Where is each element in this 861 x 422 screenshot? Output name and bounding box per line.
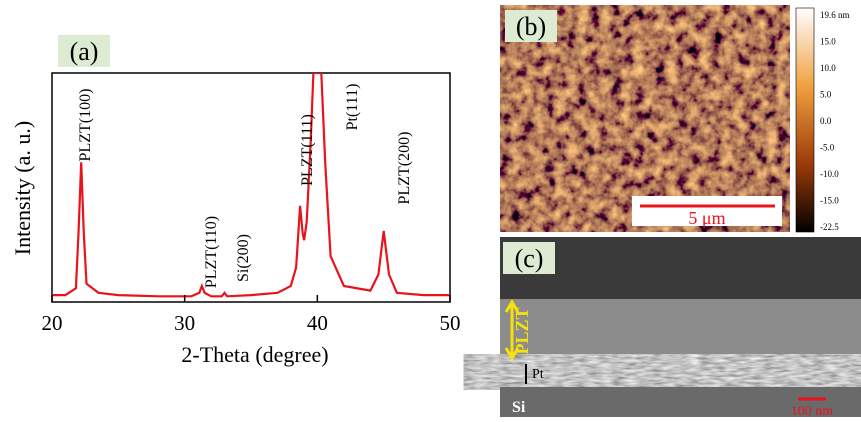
colorbar-label: 5.0 <box>820 90 832 100</box>
colorbar-label: -5.0 <box>820 143 835 153</box>
peak-label: PLZT(111) <box>299 114 316 186</box>
x-tick-label: 20 <box>42 311 63 335</box>
colorbar-label: 10.0 <box>820 63 836 73</box>
colorbar-label: -15.0 <box>820 196 839 206</box>
x-tick-label: 30 <box>174 311 195 335</box>
colorbar-label: 15.0 <box>820 37 836 47</box>
panel-label: (b) <box>516 12 546 41</box>
scale-bar-label: 100 nm <box>791 404 834 417</box>
figure: (a) 2-Theta (degree) Intensity (a. u.) (… <box>0 0 861 417</box>
layer-label: Pt <box>532 367 544 382</box>
scale-bar-label: 5 μm <box>688 208 725 228</box>
colorbar-label: 19.6 nm <box>820 10 850 20</box>
peak-label: PLZT(110) <box>203 216 220 288</box>
peak-label: Si(200) <box>235 234 252 282</box>
x-tick-label: 40 <box>307 311 328 335</box>
sem-pt-layer <box>500 357 861 387</box>
colorbar-label: 0.0 <box>820 116 832 126</box>
panel-label: (a) <box>70 37 99 66</box>
x-tick-label: 50 <box>440 311 461 335</box>
peak-label: Pt(111) <box>344 84 361 131</box>
colorbar <box>796 8 814 232</box>
layer-label: Si <box>512 399 526 416</box>
sem-plzt-layer <box>500 299 861 357</box>
peak-label: PLZT(200) <box>396 132 413 205</box>
layer-label: PLZT <box>512 307 532 354</box>
x-axis-label: 2-Theta (degree) <box>181 342 328 367</box>
colorbar-label: -22.5 <box>820 222 839 232</box>
peak-label: PLZT(100) <box>77 89 94 162</box>
y-axis-label: Intensity (a. u.) <box>10 121 35 255</box>
colorbar-label: -10.0 <box>820 169 839 179</box>
panel-label: (c) <box>515 244 544 273</box>
